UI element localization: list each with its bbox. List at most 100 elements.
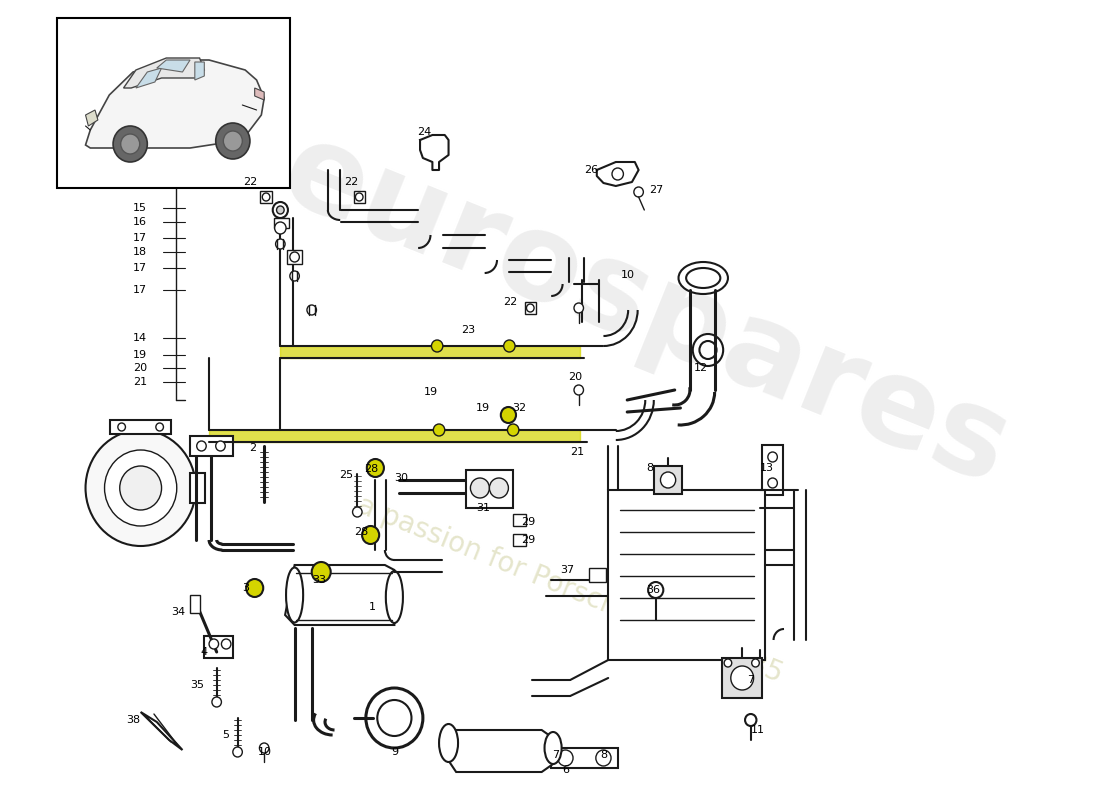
Text: 32: 32 [513,403,526,413]
Circle shape [221,639,231,649]
Bar [551,748,618,768]
Circle shape [209,639,219,649]
Circle shape [751,659,759,667]
Bar [514,514,527,526]
Text: 37: 37 [561,565,575,575]
Text: 3: 3 [242,583,249,593]
Polygon shape [255,88,264,100]
Ellipse shape [700,341,716,359]
Text: 35: 35 [190,680,205,690]
Bar [723,658,762,698]
Text: 10: 10 [258,747,272,757]
Polygon shape [285,565,395,625]
Text: 20: 20 [133,363,147,373]
Circle shape [118,423,125,431]
Circle shape [260,743,268,753]
Circle shape [500,407,516,423]
Circle shape [648,582,663,598]
Bar [190,595,199,613]
Text: 12: 12 [694,363,708,373]
Text: 2: 2 [250,443,256,453]
Circle shape [377,700,411,736]
Circle shape [431,340,443,352]
Text: 8: 8 [646,463,653,473]
Bar [57,18,289,188]
Circle shape [362,526,380,544]
Text: a passion for Porsche since 1985: a passion for Porsche since 1985 [353,491,788,689]
Text: 18: 18 [133,247,147,257]
Text: 7: 7 [552,750,560,760]
Polygon shape [86,110,98,126]
Circle shape [660,472,675,488]
Circle shape [634,187,643,197]
Bar [190,436,233,456]
Text: 28: 28 [354,527,368,537]
Text: eurospares: eurospares [266,111,1026,509]
Circle shape [197,441,206,451]
Ellipse shape [686,268,720,288]
Polygon shape [209,430,580,442]
Circle shape [120,466,162,510]
Circle shape [289,252,299,262]
Circle shape [275,222,286,234]
Circle shape [216,441,225,451]
Text: 38: 38 [126,715,141,725]
Text: 22: 22 [344,177,359,187]
Circle shape [353,507,362,517]
Text: 19: 19 [475,403,490,413]
Text: 6: 6 [562,765,569,775]
Text: 5: 5 [222,730,230,740]
Circle shape [276,239,285,249]
Bar [608,490,764,660]
Circle shape [104,450,177,526]
Text: 19: 19 [424,387,438,397]
Circle shape [311,562,331,582]
Text: 8: 8 [600,750,607,760]
Text: 23: 23 [461,325,475,335]
Text: 14: 14 [133,333,147,343]
Text: 22: 22 [243,177,257,187]
Bar [653,466,682,494]
Polygon shape [136,68,162,88]
Text: 1: 1 [368,602,375,612]
Text: 26: 26 [584,165,598,175]
Text: 9: 9 [390,747,398,757]
Circle shape [366,688,422,748]
Bar [287,250,303,264]
Circle shape [113,126,147,162]
Bar [190,473,206,503]
Text: 13: 13 [760,463,774,473]
Text: 24: 24 [417,127,431,137]
Bar [261,191,272,203]
Polygon shape [123,58,205,88]
Text: 33: 33 [311,575,326,585]
Circle shape [307,305,317,315]
Circle shape [558,750,573,766]
Circle shape [156,423,164,431]
Bar [762,445,783,495]
Circle shape [121,134,140,154]
Circle shape [504,340,515,352]
Polygon shape [141,712,183,750]
Circle shape [276,206,284,214]
Polygon shape [157,60,190,72]
Bar [525,302,536,314]
Bar [110,420,172,434]
Circle shape [433,424,444,436]
Circle shape [366,459,384,477]
Circle shape [471,478,490,498]
Circle shape [212,697,221,707]
Text: 17: 17 [133,285,147,295]
Circle shape [768,452,778,462]
Text: 19: 19 [133,350,147,360]
Text: 15: 15 [133,203,147,213]
Text: 17: 17 [133,263,147,273]
Circle shape [596,750,612,766]
Circle shape [490,478,508,498]
Circle shape [574,385,583,395]
Circle shape [768,478,778,488]
Bar [205,636,233,658]
Text: 29: 29 [520,535,535,545]
Ellipse shape [693,334,723,366]
Circle shape [507,424,519,436]
